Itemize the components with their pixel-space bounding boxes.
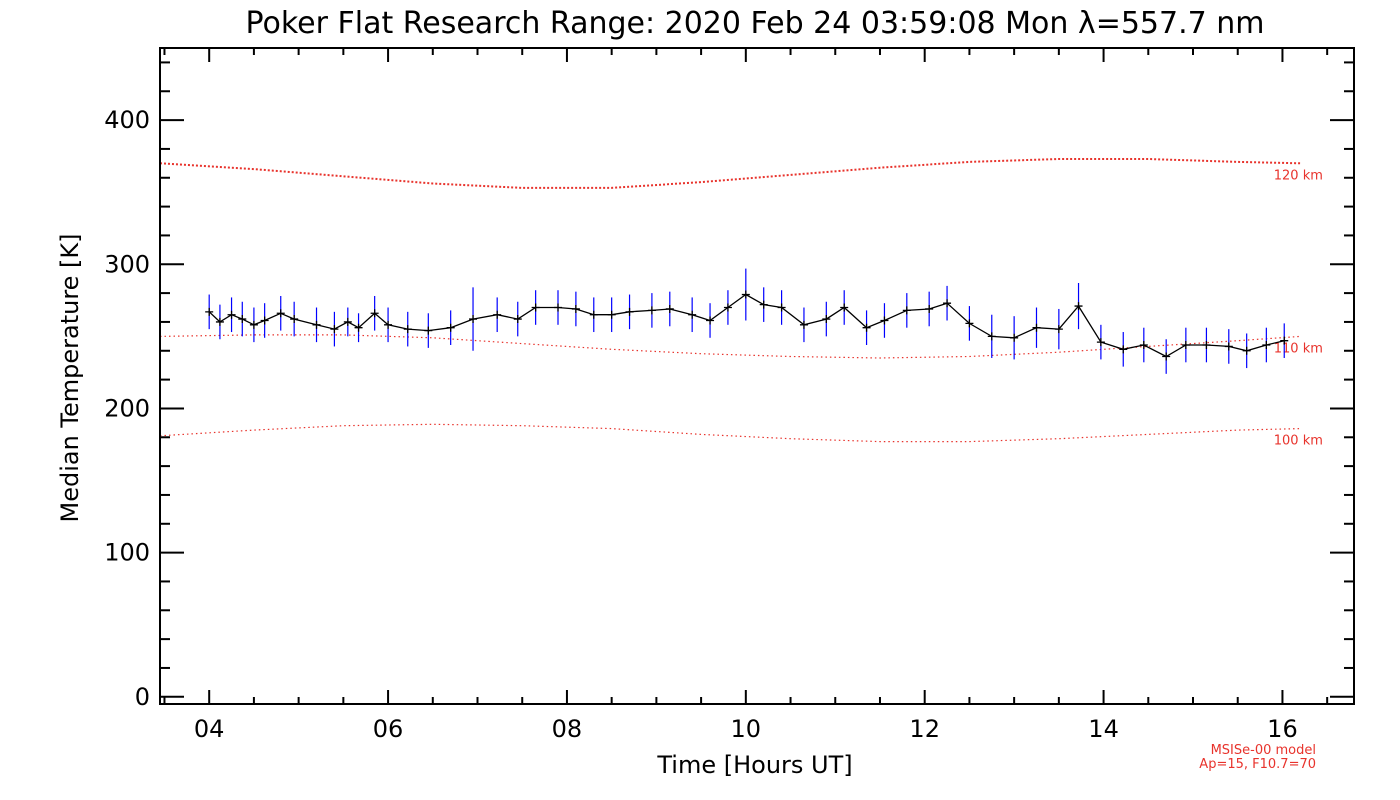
x-tick-label: 04 <box>194 715 225 743</box>
data-point-marker <box>1262 341 1271 350</box>
data-point-marker <box>1280 336 1289 345</box>
data-point-marker <box>238 315 247 324</box>
data-point-marker <box>1181 341 1190 350</box>
data-point-marker <box>647 306 656 315</box>
y-axis-label: Median Temperature [K] <box>56 233 84 522</box>
data-point-marker <box>276 309 285 318</box>
data-point-marker <box>840 303 849 312</box>
y-tick-label: 200 <box>104 394 150 422</box>
data-point-marker <box>880 316 889 325</box>
data-point-marker <box>384 320 393 329</box>
model-line <box>159 423 1301 443</box>
data-point-marker <box>424 326 433 335</box>
data-point-marker <box>1032 323 1041 332</box>
model-note-line-2: Ap=15, F10.7=70 <box>1199 757 1316 772</box>
model-line-label: 100 km <box>1274 434 1323 449</box>
x-tick-label: 06 <box>373 715 404 743</box>
data-point-marker <box>862 323 871 332</box>
data-point-marker <box>312 320 321 329</box>
data-point-marker <box>1119 345 1128 354</box>
data-point-marker <box>513 315 522 324</box>
data-point-marker <box>1010 333 1019 342</box>
data-point-marker <box>205 307 214 316</box>
data-point-marker <box>688 310 697 319</box>
data-point-marker <box>759 300 768 309</box>
data-point-marker <box>1096 338 1105 347</box>
model-line <box>159 334 1301 359</box>
data-point-marker <box>1162 352 1171 361</box>
data-point-marker <box>741 290 750 299</box>
data-point-marker <box>215 317 224 326</box>
data-point-marker <box>330 325 339 334</box>
data-point-marker <box>799 320 808 329</box>
y-tick-label: 0 <box>135 683 150 711</box>
data-point-marker <box>343 317 352 326</box>
data-point-marker <box>925 304 934 313</box>
data-point-marker <box>554 303 562 312</box>
x-tick-label: 12 <box>909 715 940 743</box>
data-point-marker <box>625 307 634 316</box>
data-point-marker <box>493 310 502 319</box>
data-point-marker <box>589 310 598 319</box>
data-point-marker <box>1074 302 1083 311</box>
data-point-marker <box>227 310 236 319</box>
data-point-marker <box>777 303 786 312</box>
plot-frame <box>159 47 1355 705</box>
chart-title: Poker Flat Research Range: 2020 Feb 24 0… <box>245 6 1264 41</box>
data-point-marker <box>1139 341 1148 350</box>
data-point-marker <box>249 320 258 329</box>
x-tick-label: 16 <box>1267 715 1298 743</box>
x-tick-label: 10 <box>731 715 762 743</box>
x-tick-label: 14 <box>1088 715 1119 743</box>
data-point-marker <box>469 315 478 324</box>
data-point-marker <box>290 315 299 324</box>
model-note-line-1: MSISe-00 model <box>1211 743 1316 758</box>
data-point-marker <box>706 316 715 325</box>
data-point-marker <box>446 323 455 332</box>
data-point-marker <box>723 303 732 312</box>
data-point-marker <box>1224 342 1233 351</box>
data-point-marker <box>607 310 616 319</box>
data-point-marker <box>1054 325 1063 334</box>
y-tick-label: 100 <box>104 539 150 567</box>
model-line-label: 110 km <box>1274 341 1323 356</box>
model-line <box>159 158 1301 189</box>
data-point-marker <box>370 309 379 318</box>
y-tick-label: 300 <box>104 250 150 278</box>
data-point-marker <box>902 306 911 315</box>
data-point-marker <box>531 303 540 312</box>
data-point-marker <box>571 304 580 313</box>
model-line-label: 120 km <box>1274 168 1323 183</box>
x-axis-label: Time [Hours UT] <box>656 751 852 779</box>
x-tick-label: 08 <box>552 715 583 743</box>
data-point-marker <box>1202 341 1211 350</box>
data-point-marker <box>403 325 412 334</box>
data-point-marker <box>987 332 996 341</box>
data-point-marker <box>943 299 952 308</box>
data-point-marker <box>965 319 974 328</box>
data-point-marker <box>822 315 831 324</box>
measured-temperature-line <box>208 293 1285 358</box>
data-point-marker <box>260 316 269 325</box>
y-tick-label: 400 <box>104 106 150 134</box>
data-point-marker <box>1242 346 1251 355</box>
data-point-marker <box>665 304 674 313</box>
data-point-marker <box>354 323 363 332</box>
